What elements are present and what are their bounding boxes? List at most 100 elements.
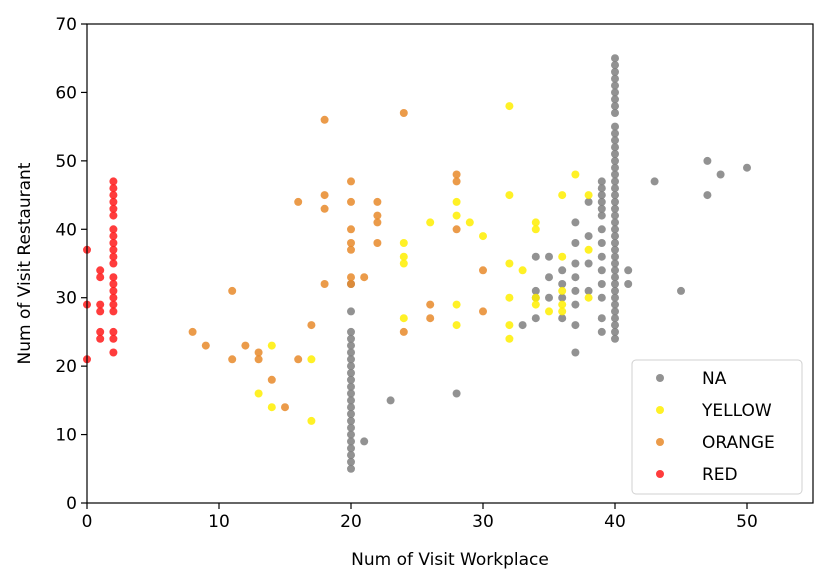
data-point <box>201 341 210 350</box>
data-point <box>611 191 619 200</box>
data-point <box>228 355 237 364</box>
data-point <box>452 177 461 186</box>
data-point <box>254 389 263 398</box>
data-point <box>399 109 408 117</box>
data-point <box>109 286 118 295</box>
data-point <box>611 61 619 70</box>
data-point <box>558 293 567 302</box>
data-point <box>109 245 118 254</box>
data-point <box>347 239 355 247</box>
data-point <box>505 102 514 111</box>
data-point <box>531 218 540 227</box>
data-point <box>611 129 619 138</box>
data-point <box>347 307 355 316</box>
data-point <box>611 266 619 275</box>
data-point <box>373 218 382 227</box>
data-point <box>96 327 105 336</box>
data-point <box>611 252 619 261</box>
legend: NA YELLOW ORANGE RED <box>631 359 803 495</box>
data-point <box>347 245 355 254</box>
data-point <box>558 252 567 261</box>
data-point <box>109 307 118 316</box>
data-point <box>611 67 619 76</box>
data-point <box>611 204 619 213</box>
legend-marker <box>656 406 664 414</box>
data-points <box>83 54 751 473</box>
data-point <box>624 266 633 275</box>
data-point <box>531 286 540 295</box>
legend-marker <box>656 374 664 382</box>
data-point <box>571 239 580 247</box>
legend-label: NA <box>702 369 727 389</box>
data-point <box>505 191 514 200</box>
series-red <box>83 177 118 364</box>
data-point <box>611 102 619 111</box>
data-point <box>386 396 395 405</box>
data-point <box>373 211 382 220</box>
data-point <box>611 286 619 295</box>
series-na <box>347 54 751 473</box>
data-point <box>597 252 606 261</box>
data-point <box>611 307 619 316</box>
series-yellow <box>254 102 593 425</box>
data-point <box>347 382 355 391</box>
data-point <box>611 177 619 186</box>
data-point <box>611 245 619 254</box>
data-point <box>109 259 118 268</box>
data-point <box>611 259 619 268</box>
data-point <box>347 389 355 398</box>
y-tick-label: 0 <box>66 494 77 514</box>
data-point <box>373 239 382 247</box>
data-point <box>347 369 355 377</box>
data-point <box>584 259 593 268</box>
data-point <box>597 191 606 200</box>
data-point <box>347 423 355 432</box>
data-point <box>611 293 619 302</box>
data-point <box>531 300 540 309</box>
data-point <box>703 191 712 200</box>
data-point <box>505 334 514 343</box>
data-point <box>320 115 329 124</box>
data-point <box>452 300 461 309</box>
data-point <box>109 348 118 357</box>
data-point <box>584 232 593 241</box>
data-point <box>109 300 118 309</box>
data-point <box>452 197 461 206</box>
data-point <box>360 273 369 282</box>
data-point <box>611 218 619 227</box>
data-point <box>347 403 355 412</box>
data-point <box>109 232 118 241</box>
data-point <box>558 300 567 309</box>
data-point <box>452 211 461 220</box>
x-tick-label: 50 <box>736 512 758 532</box>
data-point <box>558 286 567 295</box>
data-point <box>109 280 118 288</box>
data-point <box>452 321 461 330</box>
data-point <box>597 211 606 220</box>
data-point <box>109 177 118 186</box>
data-point <box>452 170 461 179</box>
data-point <box>347 410 355 418</box>
data-point <box>611 225 619 234</box>
y-tick-label: 70 <box>55 15 77 35</box>
data-point <box>584 293 593 302</box>
data-point <box>545 307 553 316</box>
data-point <box>96 334 105 343</box>
data-point <box>558 314 567 323</box>
data-point <box>399 239 408 247</box>
plot-area-frame <box>86 23 814 504</box>
data-point <box>505 321 514 330</box>
data-point <box>584 245 593 254</box>
data-point <box>611 54 619 63</box>
data-point <box>479 232 487 241</box>
x-tick-label: 10 <box>208 512 230 532</box>
legend-label: ORANGE <box>702 433 775 453</box>
x-tick-label: 0 <box>82 512 93 532</box>
data-point <box>96 266 105 275</box>
data-point <box>597 293 606 302</box>
data-point <box>597 177 606 186</box>
data-point <box>611 300 619 309</box>
y-tick-label: 20 <box>55 357 77 377</box>
data-point <box>320 280 329 288</box>
data-point <box>584 286 593 295</box>
